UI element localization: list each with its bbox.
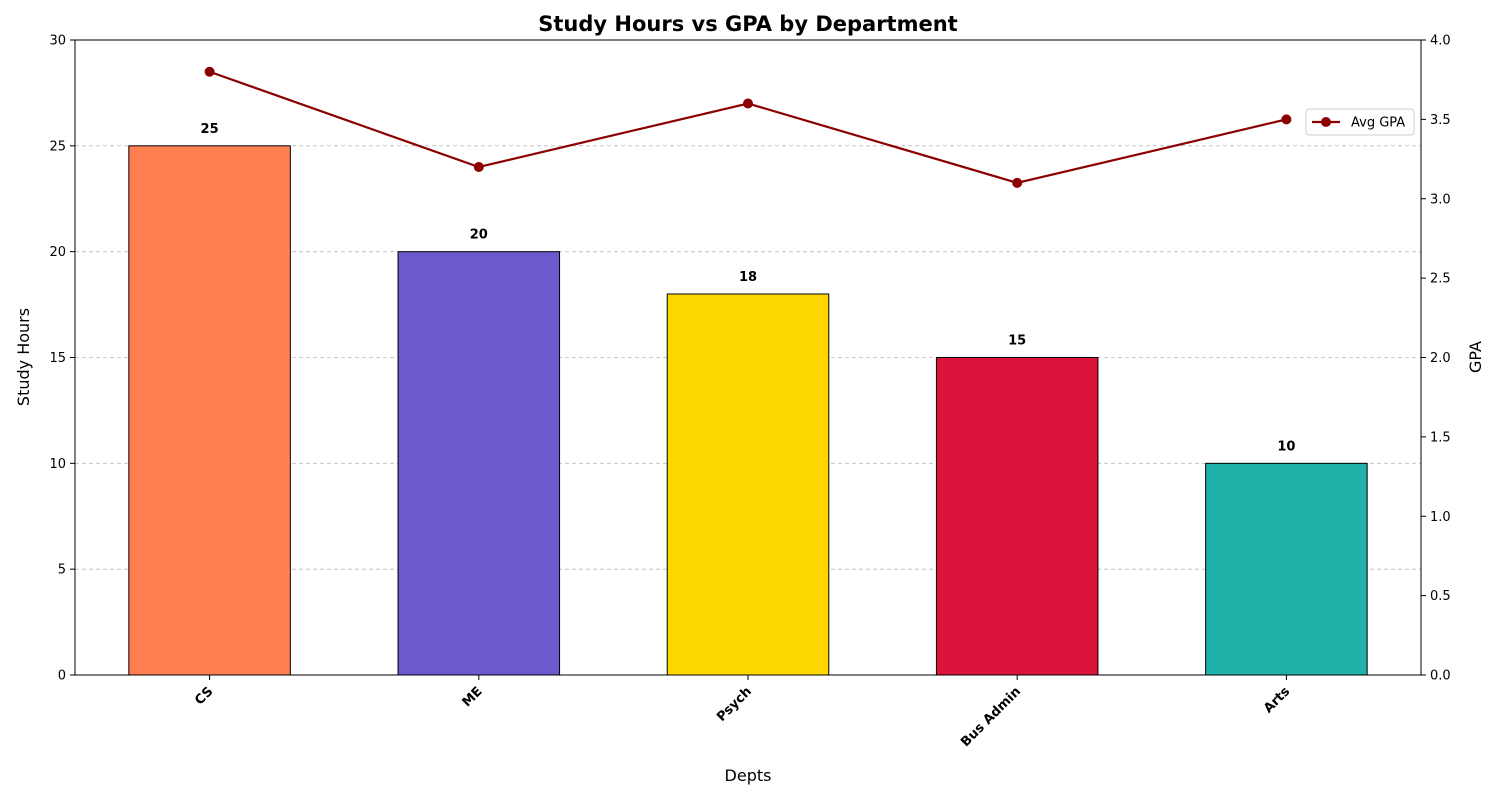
x-axis-label: Depts — [725, 766, 772, 785]
bar-psych — [666, 293, 830, 676]
legend-label: Avg GPA — [1351, 116, 1405, 131]
bar-me — [397, 251, 561, 676]
bar-arts — [1205, 462, 1368, 676]
chart-title: Study Hours vs GPA by Department — [538, 12, 957, 36]
legend-box — [1305, 108, 1415, 136]
gpa-point — [743, 98, 753, 109]
gpa-point — [204, 66, 215, 77]
x-tick-label: Arts — [1261, 684, 1293, 716]
y2-tick-label: 3.0 — [1430, 192, 1451, 207]
gpa-point — [1012, 177, 1023, 188]
bar-cs — [128, 145, 291, 676]
y-tick-label: 10 — [49, 457, 66, 472]
y2-tick-label: 4.0 — [1430, 34, 1451, 49]
gpa-point — [1281, 114, 1292, 125]
data-labels: 25 20 18 15 10 — [201, 122, 1296, 455]
x-tick-label: CS — [192, 684, 216, 708]
y2-tick-label: 3.5 — [1430, 113, 1451, 128]
y-tick-label: 20 — [49, 245, 66, 260]
y2-tick-label: 1.5 — [1430, 430, 1451, 445]
y2-tick-label: 1.0 — [1430, 510, 1451, 525]
legend-marker — [1321, 117, 1331, 127]
y2-tick-label: 2.0 — [1430, 351, 1451, 366]
y2-tick-label: 0.0 — [1430, 669, 1451, 684]
bar-value-label: 20 — [470, 228, 488, 243]
y-axis-label: Study Hours — [14, 308, 33, 406]
bars — [128, 145, 1368, 676]
y-tick-label: 0 — [58, 669, 66, 684]
legend: Avg GPA — [1305, 108, 1415, 136]
y2-tick-label: 2.5 — [1430, 272, 1451, 287]
y2-tick-label: 0.5 — [1430, 589, 1451, 604]
y-tick-label: 5 — [58, 563, 66, 578]
bar-value-label: 18 — [739, 270, 757, 285]
gpa-point — [473, 162, 484, 172]
x-tick-label: Psych — [714, 684, 755, 725]
bar-bus-admin — [935, 357, 1099, 676]
bar-value-label: 25 — [201, 122, 219, 137]
gpa-line-path — [209, 70, 1287, 185]
x-tick-label: ME — [460, 684, 486, 710]
bar-value-label: 15 — [1008, 334, 1026, 349]
y2-axis-label: GPA — [1466, 341, 1485, 373]
y-tick-label: 30 — [49, 34, 66, 49]
bar-value-label: 10 — [1277, 439, 1295, 454]
gpa-line — [204, 66, 1292, 188]
y-tick-label: 15 — [49, 351, 66, 366]
x-tick-label: Bus Admin — [958, 684, 1024, 750]
y-tick-label: 25 — [49, 139, 66, 154]
